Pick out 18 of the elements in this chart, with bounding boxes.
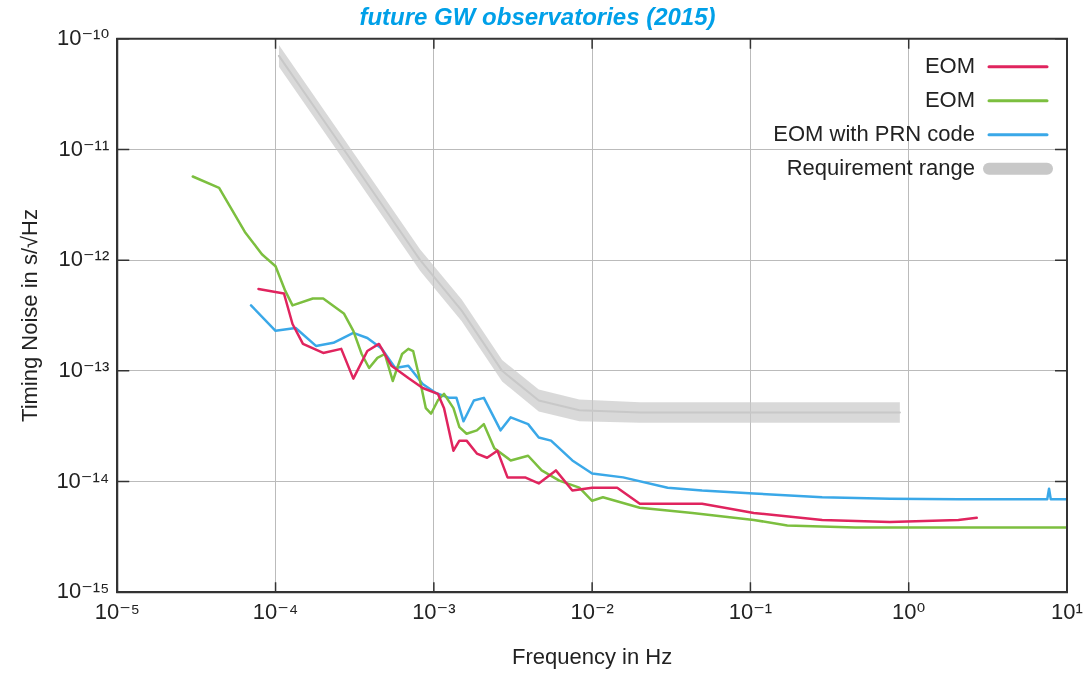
y-tick-label: 10⁻¹¹ <box>58 135 110 161</box>
y-tick-label: 10⁻¹² <box>58 246 110 272</box>
y-tick-label: 10⁻¹⁰ <box>57 24 110 50</box>
chart-title: future GW observatories (2015) <box>359 3 716 31</box>
legend-label: EOM <box>924 52 975 78</box>
x-tick-label: 10⁻³ <box>412 599 456 625</box>
y-tick-label: 10⁻¹⁴ <box>56 467 110 493</box>
x-tick-label: 10¹ <box>1051 599 1083 625</box>
y-tick-label: 10⁻¹³ <box>58 356 110 382</box>
x-tick-label: 10⁻⁴ <box>252 599 299 625</box>
x-tick-label: 10⁻¹ <box>728 599 773 625</box>
x-tick-label: 10⁰ <box>892 599 926 625</box>
y-axis-title: Timing Noise in s/√Hz <box>17 209 43 422</box>
legend-label: Requirement range <box>786 154 975 180</box>
x-axis-title: Frequency in Hz <box>512 643 673 669</box>
legend-label: EOM with PRN code <box>773 120 975 146</box>
legend-label: EOM <box>924 86 975 112</box>
x-tick-label: 10⁻² <box>570 599 614 625</box>
